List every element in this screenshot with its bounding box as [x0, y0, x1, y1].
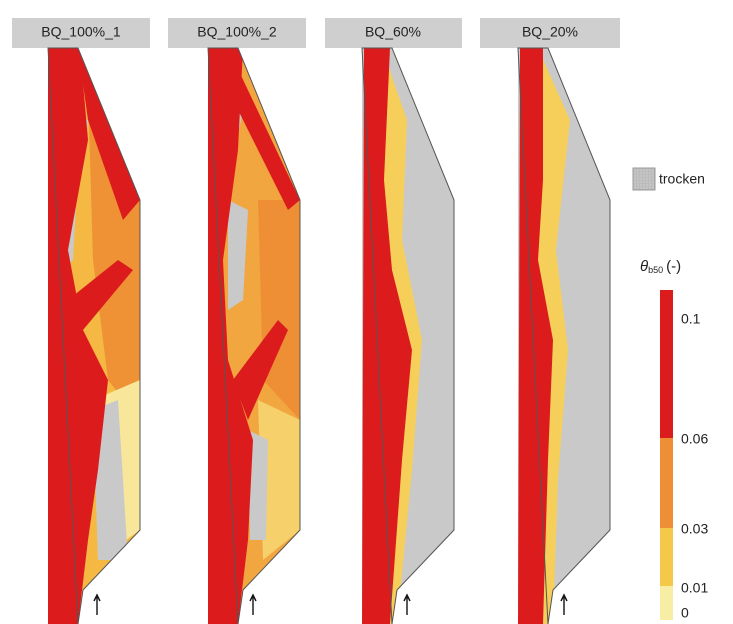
header-box: [480, 18, 620, 48]
legend: trocken θb50 (-) 0.1 0.06 0.03 0.01 0: [632, 167, 708, 621]
panel-map: [517, 47, 611, 624]
legend-unit: (-): [666, 258, 681, 275]
flow-arrow: [249, 593, 257, 615]
scale-label: 0: [681, 605, 689, 621]
panel-title: BQ_100%_1: [41, 24, 121, 40]
dry-swatch: [632, 167, 656, 191]
header-box: [325, 18, 462, 48]
flow-arrow: [93, 593, 101, 615]
flow-arrow: [560, 593, 568, 615]
panel-headers: BQ_100%_1 BQ_100%_2 BQ_60% BQ_20%: [12, 18, 620, 48]
panel-title: BQ_60%: [365, 24, 421, 40]
panel-map: [47, 47, 141, 624]
scale-label: 0.1: [681, 311, 701, 327]
scale-band: [660, 528, 673, 586]
scale-band: [660, 290, 673, 438]
flow-arrow: [403, 593, 411, 615]
legend-symbol: θ: [640, 258, 648, 275]
scale-band: [660, 586, 673, 620]
scale-label: 0.03: [681, 521, 708, 537]
panel-map: [361, 47, 455, 624]
panel-title: BQ_100%_2: [197, 24, 277, 40]
header-box: [168, 18, 306, 48]
dry-label: trocken: [659, 171, 705, 187]
scale-label: 0.06: [681, 431, 708, 447]
scale-label: 0.01: [681, 580, 708, 596]
header-box: [12, 18, 150, 48]
legend-title: θb50 (-): [640, 258, 681, 275]
panel-title: BQ_20%: [522, 24, 578, 40]
panel-map: [207, 47, 301, 624]
scale-band: [660, 438, 673, 528]
legend-subscript: b50: [648, 265, 663, 275]
